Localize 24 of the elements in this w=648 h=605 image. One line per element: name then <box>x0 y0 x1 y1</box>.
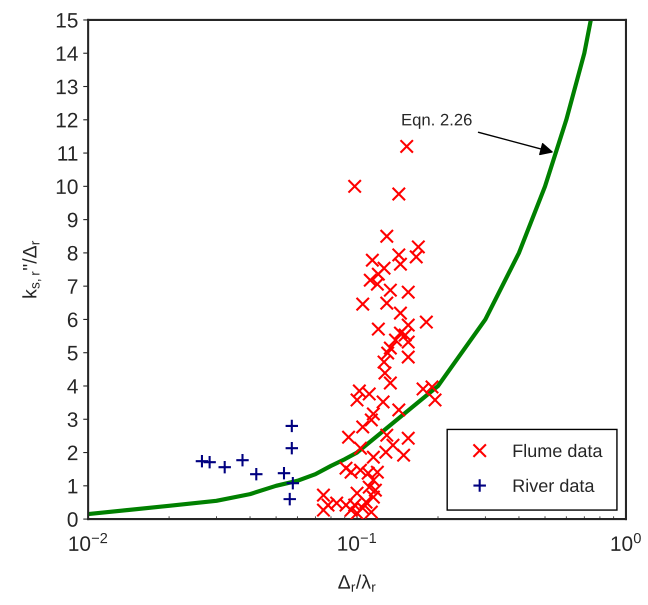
y-tick-label: 7 <box>68 279 78 294</box>
y-tick-label: 11 <box>58 146 78 161</box>
y-tick-label: 13 <box>56 80 78 94</box>
y-tick-label: 6 <box>68 312 78 328</box>
y-tick-label: 1 <box>68 479 78 494</box>
y-tick-label: 9 <box>68 212 78 228</box>
y-tick-label: 15 <box>56 13 78 28</box>
x-tick-label: 10$^{−1}$ <box>338 532 376 551</box>
y-tick-label: 5 <box>68 346 78 360</box>
legend-label: Flume data <box>514 444 602 458</box>
x-tick-label: 10$^{−2}$ <box>69 532 108 552</box>
annotation: Eqn. 2.26 <box>402 114 472 129</box>
y-tick-label: 2 <box>68 446 78 460</box>
x-axis-title: Δ$_{r}$/λ$_{r}$ <box>338 574 376 592</box>
y-tick-label: 0 <box>68 512 78 527</box>
legend-label: River data <box>514 478 594 492</box>
y-tick-label: 3 <box>68 412 78 428</box>
y-axis-title: k$_{s,r}$"/Δ$_{r}$ <box>22 240 42 298</box>
y-tick-label: 10 <box>56 179 78 194</box>
y-tick-label: 8 <box>68 246 78 261</box>
x-tick-label: 10$^{0}$ <box>612 532 641 552</box>
y-tick-label: 14 <box>56 46 78 61</box>
y-tick-label: 4 <box>67 379 78 394</box>
y-tick-label: 12 <box>56 112 78 128</box>
